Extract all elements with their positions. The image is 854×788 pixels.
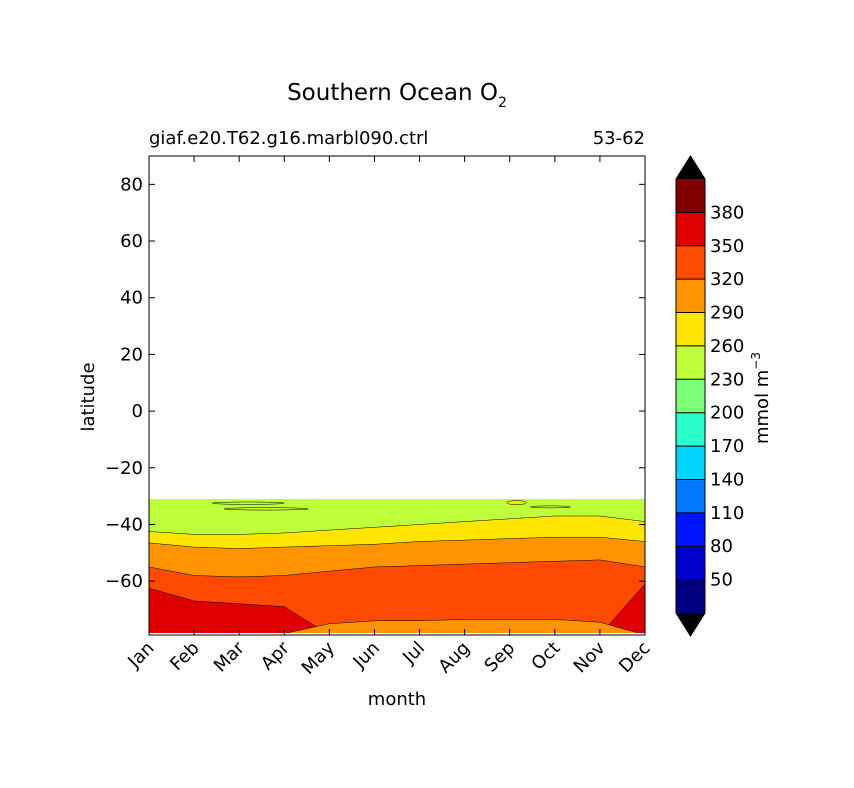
- colorbar-bin: [676, 245, 705, 280]
- colorbar-tick-label: 140: [710, 469, 744, 490]
- contour-loop: [506, 500, 527, 505]
- colorbar-bin: [676, 479, 705, 513]
- colorbar-tick-label: 290: [710, 303, 744, 324]
- contour-band-350: [149, 583, 645, 635]
- x-tick-label: Aug: [434, 638, 474, 678]
- x-tick-label: Apr: [257, 637, 294, 674]
- y-tick-label: −20: [105, 458, 143, 479]
- colorbar-outline: [675, 155, 706, 637]
- y-tick-label: 40: [120, 288, 143, 309]
- y-tick-label: 60: [120, 231, 143, 252]
- x-tick-label: Jun: [349, 638, 384, 673]
- colorbar-label: mmol m−3: [749, 352, 773, 444]
- x-tick-label: May: [298, 637, 339, 678]
- colorbar-tick-label: 380: [710, 202, 744, 223]
- colorbar-bin: [676, 379, 705, 413]
- colorbar-tick-label: 110: [710, 503, 744, 524]
- x-tick-label: Jan: [123, 638, 158, 673]
- contour-loop: [223, 507, 309, 511]
- x-tick-label: Mar: [210, 637, 249, 676]
- x-tick-label: Feb: [166, 638, 203, 675]
- y-tick-label: −40: [105, 514, 143, 535]
- x-tick-label: Nov: [570, 637, 610, 677]
- colorbar-tick-label: 230: [710, 369, 744, 390]
- colorbar-extend-high: [676, 156, 705, 179]
- contour-loop: [211, 501, 285, 505]
- colorbar-tick-label: 80: [710, 536, 733, 557]
- subtitle-right: 53-62: [593, 128, 645, 149]
- plot-frame: [148, 155, 646, 636]
- x-tick-label: Sep: [480, 638, 519, 677]
- y-tick-label: 80: [120, 174, 143, 195]
- colorbar-bin: [676, 312, 705, 346]
- x-axis-label: month: [368, 689, 426, 710]
- colorbar-bin: [676, 546, 705, 580]
- colorbar-bin: [676, 179, 705, 213]
- x-tick-label: Dec: [615, 638, 654, 677]
- y-axis: 80 60 40 20 0 −20 −40 −60: [105, 174, 645, 592]
- contour-loop: [530, 505, 571, 509]
- y-tick-label: 20: [120, 344, 143, 365]
- colorbar-tick-label: 50: [710, 570, 733, 591]
- colorbar-extend-low: [676, 613, 705, 636]
- colorbar-tick-label: 200: [710, 403, 744, 424]
- contour-fill-group: [149, 498, 645, 635]
- x-tick-label: Jul: [398, 638, 429, 669]
- chart-title: Southern Ocean O2: [287, 80, 507, 111]
- colorbar-bin: [676, 579, 705, 613]
- colorbar: 50 80 110 140 170 200 230 260 290 320 350 380: [675, 155, 744, 637]
- colorbar-bin: [676, 279, 705, 313]
- y-tick-label: −60: [105, 571, 143, 592]
- colorbar-tick-label: 350: [710, 236, 744, 257]
- y-tick-label: 0: [132, 401, 143, 422]
- bottom-mask: [149, 633, 645, 635]
- contour-band-bottom-290: [149, 619, 645, 635]
- colorbar-tick-label: 320: [710, 269, 744, 290]
- y-axis-label: latitude: [78, 362, 99, 431]
- colorbar-bin: [676, 446, 705, 480]
- colorbar-tick-label: 170: [710, 436, 744, 457]
- subtitle-left: giaf.e20.T62.g16.marbl090.ctrl: [149, 128, 428, 149]
- colorbar-bin: [676, 512, 705, 547]
- colorbar-bin: [676, 212, 705, 246]
- x-tick-label: Oct: [527, 638, 564, 675]
- colorbar-bin: [676, 412, 705, 447]
- colorbar-bin: [676, 345, 705, 380]
- colorbar-tick-label: 260: [710, 336, 744, 357]
